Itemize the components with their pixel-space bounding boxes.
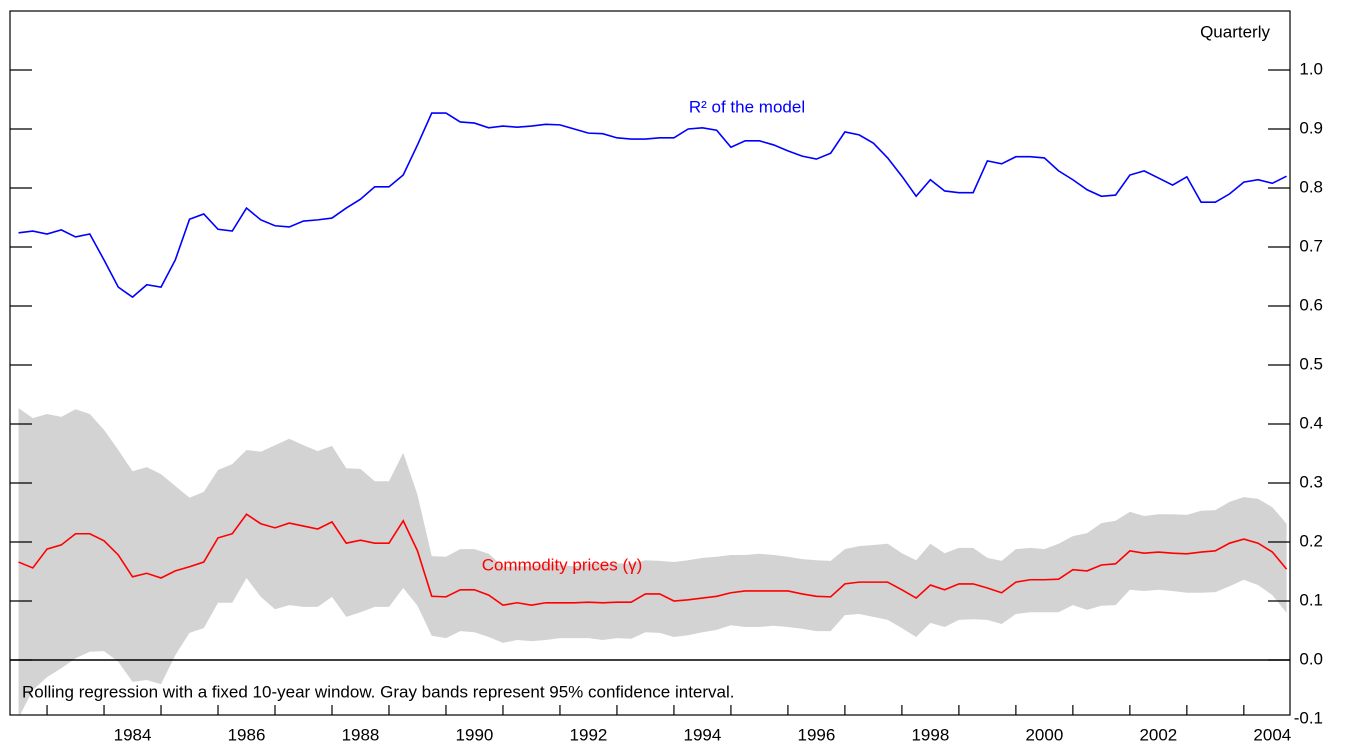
y-tick-label: 0.7: [1299, 236, 1323, 255]
series-label: Commodity prices (γ): [482, 555, 643, 574]
x-tick-label: 1988: [342, 725, 380, 744]
y-tick-label: 0.2: [1299, 531, 1323, 550]
plot-frame: [9, 10, 1291, 716]
series-label: R² of the model: [689, 97, 805, 116]
y-tick-label: 0.6: [1299, 295, 1323, 314]
x-tick-label: 1990: [456, 725, 494, 744]
y-tick-label: 0.5: [1299, 354, 1323, 373]
x-tick-label: 1996: [797, 725, 835, 744]
x-tick-label: 1994: [684, 725, 722, 744]
x-tick-label: 1992: [570, 725, 608, 744]
y-tick-label: 0.8: [1299, 177, 1323, 196]
y-tick-label: -0.1: [1294, 708, 1323, 727]
series-line: [18, 112, 1287, 299]
chart-subtitle: Quarterly: [1200, 22, 1270, 41]
x-tick-label: 2000: [1025, 725, 1063, 744]
series-line: [18, 513, 1288, 606]
confidence-band: [18, 408, 1287, 718]
y-tick-label: 0.1: [1299, 590, 1323, 609]
chart-note: Rolling regression with a fixed 10-year …: [22, 682, 735, 701]
x-tick-label: 1986: [228, 725, 266, 744]
x-tick-label: 2004: [1253, 725, 1291, 744]
y-tick-label: 1.0: [1299, 59, 1323, 78]
x-tick-label: 2002: [1139, 725, 1177, 744]
y-tick-label: 0.9: [1299, 118, 1323, 137]
y-tick-label: 0.4: [1299, 413, 1323, 432]
background-mask: [0, 715, 1356, 749]
y-tick-label: 0.0: [1299, 649, 1323, 668]
y-tick-label: 0.3: [1299, 472, 1323, 491]
x-tick-label: 1984: [114, 725, 152, 744]
x-tick-label: 1998: [911, 725, 949, 744]
